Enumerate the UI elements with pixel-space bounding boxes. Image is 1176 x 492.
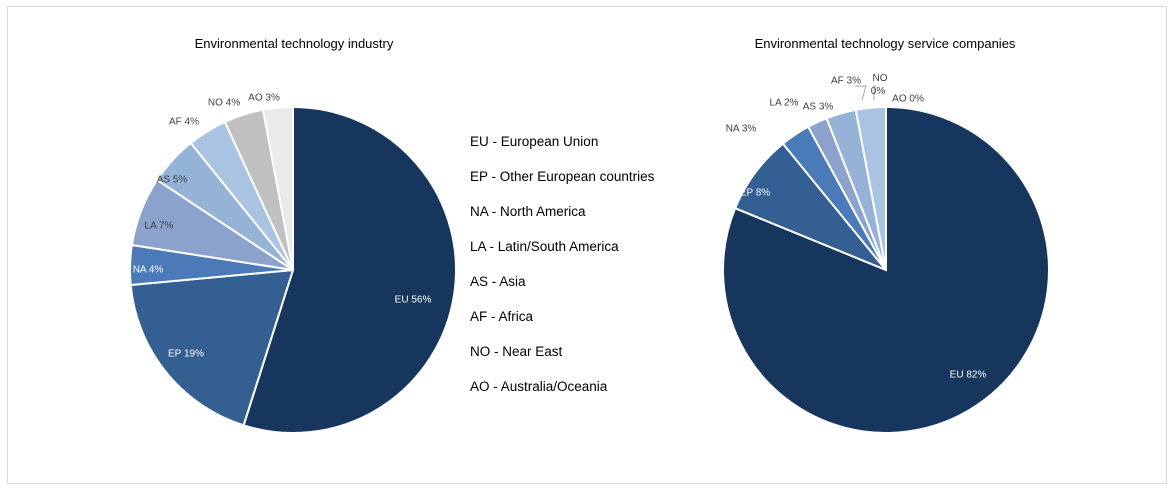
pie-slice-ao bbox=[261, 105, 294, 271]
data-label-na: NA 4% bbox=[133, 265, 164, 276]
legend-item: EP - Other European countries bbox=[470, 169, 655, 184]
data-label-no: NO 0% bbox=[871, 73, 888, 97]
pie-slice-eu bbox=[242, 105, 457, 434]
legend-item: AS - Asia bbox=[470, 274, 526, 289]
data-label-af: AF 3% bbox=[831, 76, 861, 87]
chart-title-right: Environmental technology service compani… bbox=[755, 36, 1016, 51]
data-label-as: AS 3% bbox=[803, 102, 834, 113]
data-label-eu: EU 82% bbox=[950, 370, 987, 381]
legend-item: EU - European Union bbox=[470, 134, 598, 149]
label-leader-line bbox=[855, 85, 867, 101]
legend-item: LA - Latin/South America bbox=[470, 239, 619, 254]
data-label-no: NO 4% bbox=[208, 98, 240, 109]
chart-title-left: Environmental technology industry bbox=[195, 36, 394, 51]
pie-chart-service: EU 82% EP 8% NA 3% LA 2% AS 3% AF 3% NO 0% AO 0% bbox=[722, 73, 1050, 434]
legend-item: NA - North America bbox=[470, 204, 586, 219]
legend-item: AF - Africa bbox=[470, 309, 534, 324]
data-label-la: LA 2% bbox=[770, 98, 799, 109]
legend-item: NO - Near East bbox=[470, 344, 563, 359]
data-label-ep: EP 19% bbox=[168, 349, 204, 360]
data-label-af: AF 4% bbox=[169, 117, 199, 128]
legend-item: AO - Australia/Oceania bbox=[470, 379, 608, 394]
data-label-ao: AO 3% bbox=[248, 93, 280, 104]
pie-chart-industry: EU 56% EP 19% NA 4% LA 7% AS 5% AF 4% NO 4% AO … bbox=[129, 93, 457, 434]
data-label-na: NA 3% bbox=[726, 124, 757, 135]
pie-slice-eu bbox=[722, 105, 1050, 434]
data-label-la: LA 7% bbox=[145, 221, 174, 232]
data-label-ao: AO 0% bbox=[892, 94, 924, 105]
pie-slice-af bbox=[854, 105, 887, 271]
pie-slice-ep bbox=[129, 268, 295, 427]
label-leader-line bbox=[873, 85, 876, 100]
data-label-ep: EP 8% bbox=[740, 188, 770, 199]
legend: EU - European Union EP - Other European … bbox=[470, 134, 655, 394]
data-label-eu: EU 56% bbox=[395, 295, 432, 306]
data-label-as: AS 5% bbox=[157, 175, 188, 186]
